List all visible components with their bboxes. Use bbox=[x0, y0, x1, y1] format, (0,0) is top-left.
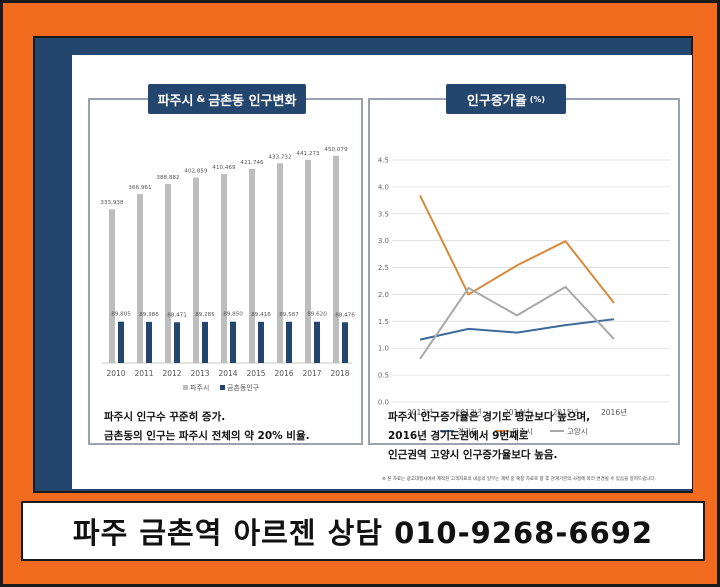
paju-population-bar bbox=[137, 194, 143, 363]
year-tick-label: 2014년 bbox=[504, 407, 530, 417]
geumchon-population-bar bbox=[286, 321, 292, 363]
disclaimer-footnote: ※ 본 자료는 광고대행사에서 제작된 고객자료의 내용의 일부는 계획 중 예… bbox=[382, 477, 656, 482]
paju-population-bar bbox=[165, 183, 171, 363]
growth-rate-chart-title: 인구증가율 (%) bbox=[446, 84, 566, 114]
geumchon-population-bar bbox=[202, 321, 208, 363]
geumchon-population-label: 88,476 bbox=[335, 312, 355, 318]
paju-population-label: 366,961 bbox=[128, 185, 152, 191]
legend-swatch-geumchon bbox=[220, 385, 225, 390]
legend-label: 경기도 bbox=[457, 426, 478, 436]
population-chart-title: 파주시 & 금촌동 인구변화 bbox=[148, 84, 306, 114]
y-tick-label: 3.5 bbox=[378, 210, 389, 218]
geumchon-population-bar bbox=[146, 321, 152, 363]
year-tick-label: 2014 bbox=[218, 369, 237, 378]
year-tick-label: 2016년 bbox=[601, 407, 627, 417]
title-amp: & bbox=[196, 93, 206, 105]
growth-rate-panel: 인구증가율 (%) 0.0 0.5 1.0 1.5 2.0 2.5 3.0 3.5 4.0 4.5… bbox=[368, 84, 680, 445]
population-note-line: 파주시 인구수 꾸준히 증가. bbox=[104, 411, 226, 423]
series-line bbox=[419, 285, 615, 360]
paju-population-label: 441,273 bbox=[296, 151, 320, 157]
paju-population-bar bbox=[249, 168, 255, 363]
year-tick-label: 2013 bbox=[190, 369, 209, 378]
title-paju: 파주시 bbox=[157, 93, 194, 109]
y-tick-label: 2.0 bbox=[378, 291, 389, 299]
geumchon-population-label: 89,850 bbox=[223, 312, 243, 318]
year-tick-label: 2010 bbox=[106, 369, 125, 378]
geumchon-population-label: 89,805 bbox=[111, 312, 131, 318]
legend-label: 파주시 bbox=[512, 427, 533, 436]
paju-population-label: 388,882 bbox=[156, 175, 179, 181]
paju-population-label: 333,938 bbox=[100, 200, 124, 206]
paju-population-bar bbox=[277, 163, 283, 363]
growth-rate-line-chart: 0.0 0.5 1.0 1.5 2.0 2.5 3.0 3.5 4.0 4.5 2012년 2013년… bbox=[378, 157, 670, 436]
y-tick-label: 4.5 bbox=[378, 157, 389, 165]
growth-note-line: 파주시 인구증가율은 경기도 평균보다 높으며, bbox=[388, 411, 591, 423]
legend-label: 고양시 bbox=[567, 427, 588, 436]
population-bar-chart: 333,938 89,805 2010 366,961 89,386 2011 388,88… bbox=[100, 147, 355, 392]
paju-population-label: 433,732 bbox=[268, 154, 291, 160]
legend-label-paju: 파주시 bbox=[190, 383, 209, 392]
legend-swatch-paju bbox=[183, 385, 188, 390]
geumchon-population-bar bbox=[314, 321, 320, 363]
y-tick-label: 1.5 bbox=[378, 318, 389, 326]
year-tick-label: 2016 bbox=[274, 369, 293, 378]
chart-sheet: 파주시 & 금촌동 인구변화 333,938 89,805 2010 366,961 8… bbox=[72, 55, 692, 489]
year-tick-label: 2012년 bbox=[407, 407, 433, 417]
growth-note-line: 인근권역 고양시 인구증가율보다 높음. bbox=[388, 449, 558, 461]
y-tick-label: 4.0 bbox=[378, 183, 389, 191]
population-panel: 파주시 & 금촌동 인구변화 333,938 89,805 2010 366,961 8… bbox=[88, 84, 363, 445]
year-tick-label: 2013년 bbox=[456, 407, 482, 417]
y-tick-label: 0.0 bbox=[378, 399, 389, 407]
geumchon-population-label: 88,471 bbox=[167, 312, 187, 318]
year-tick-label: 2018 bbox=[330, 369, 349, 378]
year-tick-label: 2017 bbox=[302, 369, 321, 378]
year-tick-label: 2015년 bbox=[553, 407, 579, 417]
legend-label-geumchon: 금촌동인구 bbox=[227, 383, 260, 392]
y-tick-label: 0.5 bbox=[378, 372, 389, 380]
contact-banner[interactable]: 파주 금촌역 아르젠 상담 010-9268-6692 bbox=[21, 501, 705, 561]
title-growth: 인구증가율 bbox=[466, 93, 527, 109]
geumchon-population-bar bbox=[258, 321, 264, 363]
geumchon-population-bar bbox=[230, 321, 236, 363]
geumchon-population-label: 89,386 bbox=[139, 312, 159, 318]
y-tick-label: 2.5 bbox=[378, 264, 389, 272]
series-line bbox=[419, 318, 615, 341]
population-note: 파주시 인구수 꾸준히 증가. 금촌동의 인구는 파주시 전체의 약 20% 비… bbox=[104, 408, 310, 446]
info-card: 파주시 & 금촌동 인구변화 333,938 89,805 2010 366,961 8… bbox=[33, 36, 693, 493]
paju-population-bar bbox=[305, 159, 311, 363]
paju-population-label: 410,469 bbox=[212, 165, 236, 171]
paju-population-bar bbox=[193, 177, 199, 363]
y-tick-label: 3.0 bbox=[378, 237, 389, 245]
paju-population-label: 421,746 bbox=[240, 160, 264, 166]
paju-population-bar bbox=[221, 174, 227, 363]
population-note-line: 금촌동의 인구는 파주시 전체의 약 20% 비율. bbox=[104, 430, 310, 442]
geumchon-population-label: 89,285 bbox=[195, 312, 215, 318]
series-line bbox=[419, 195, 615, 304]
paju-population-bar bbox=[109, 209, 115, 363]
year-tick-label: 2015 bbox=[246, 369, 265, 378]
paju-population-label: 402,859 bbox=[184, 169, 208, 175]
title-geumchon: 금촌동 인구변화 bbox=[208, 93, 297, 109]
geumchon-population-bar bbox=[118, 321, 124, 363]
geumchon-population-label: 89,416 bbox=[251, 312, 271, 318]
year-tick-label: 2011 bbox=[134, 369, 153, 378]
year-tick-label: 2012 bbox=[162, 369, 181, 378]
paju-population-label: 450,079 bbox=[324, 147, 348, 153]
title-unit: (%) bbox=[529, 94, 546, 104]
geumchon-population-label: 89,587 bbox=[279, 312, 299, 318]
geumchon-population-label: 89,620 bbox=[307, 312, 327, 318]
geumchon-population-bar bbox=[342, 322, 348, 363]
growth-note-line: 2016년 경기도권에서 9번째로 bbox=[388, 430, 529, 442]
geumchon-population-bar bbox=[174, 322, 180, 363]
growth-note: 파주시 인구증가율은 경기도 평균보다 높으며, 2016년 경기도권에서 9번… bbox=[388, 408, 590, 465]
y-tick-label: 1.0 bbox=[378, 345, 389, 353]
paju-population-bar bbox=[333, 155, 339, 363]
